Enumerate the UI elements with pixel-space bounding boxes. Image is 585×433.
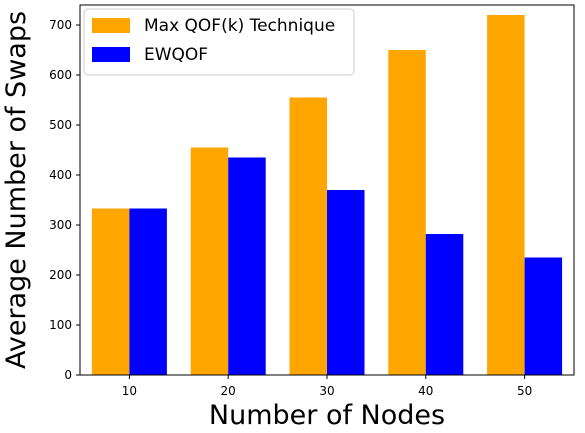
y-tick-label-100: 100 [49,318,72,332]
y-tick-label-400: 400 [49,168,72,182]
legend: Max QOF(k) Technique EWQOF [83,8,355,76]
bar-max-qof-10 [91,208,130,375]
bar-ewqof-40 [425,234,464,375]
y-tick-label-500: 500 [49,118,72,132]
bar-ewqof-50 [524,257,563,375]
bar-ewqof-20 [228,157,266,375]
bar-max-qof-20 [190,147,229,375]
y-tick-label-300: 300 [49,218,72,232]
x-axis-label: Number of Nodes [209,400,445,431]
bars-group [91,15,563,375]
y-tick-label-200: 200 [49,268,72,282]
x-axis: 10 20 30 40 50 [122,375,532,398]
legend-label-ewqof: EWQOF [144,45,208,65]
x-tick-label-40: 40 [418,384,433,398]
plot-frame [79,4,575,376]
x-tick-label-10: 10 [122,384,137,398]
bar-max-qof-50 [487,15,525,375]
y-axis-label: Average Number of Swaps [1,11,32,369]
x-tick-label-30: 30 [319,384,334,398]
y-tick-label-600: 600 [49,68,72,82]
x-tick-label-20: 20 [221,384,236,398]
legend-swatch-ewqof [92,47,130,62]
legend-swatch-max-qof [92,18,130,33]
bar-max-qof-40 [388,50,426,375]
bar-ewqof-30 [327,190,365,375]
y-tick-label-0: 0 [64,368,72,382]
y-tick-label-700: 700 [49,18,72,32]
bar-ewqof-10 [129,208,167,375]
y-axis: 0 100 200 300 400 500 600 700 [49,18,80,382]
legend-label-max-qof: Max QOF(k) Technique [144,16,335,36]
bar-max-qof-30 [289,97,327,375]
legend-box [83,8,355,76]
x-tick-label-50: 50 [517,384,532,398]
